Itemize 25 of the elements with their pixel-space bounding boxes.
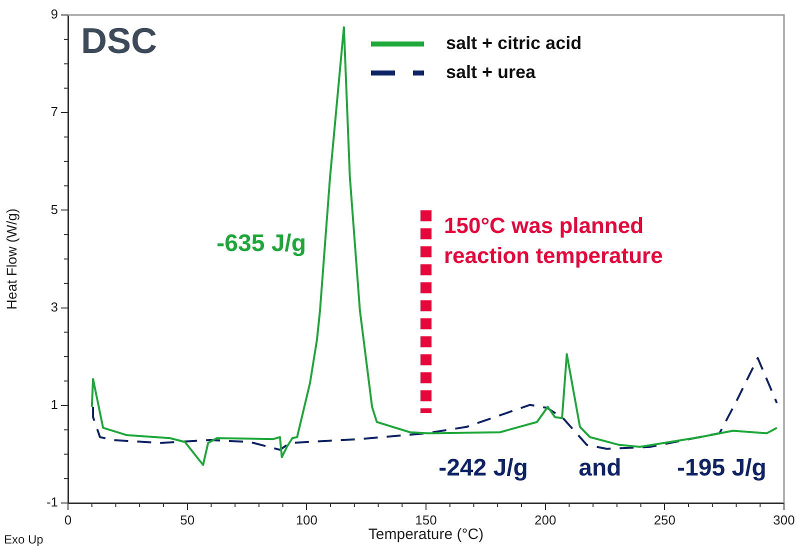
y-tick-label: 7 [50, 104, 58, 120]
ref-line-label: 150°C was planned reaction temperature [444, 213, 663, 268]
chart-title: DSC [81, 20, 158, 61]
x-tick-label: 0 [64, 512, 72, 528]
y-tick-label: 5 [50, 202, 58, 217]
legend-label: salt + citric acid [446, 32, 582, 53]
x-tick-label: 250 [654, 512, 676, 528]
y-tick-label: 9 [50, 6, 58, 22]
x-axis-title: Temperature (°C) [368, 526, 484, 544]
annotation: -195 J/g [677, 454, 766, 482]
x-tick-label: 300 [773, 512, 795, 528]
x-tick-label: 200 [534, 512, 556, 528]
x-tick-label: 100 [296, 512, 318, 528]
y-tick-label: 1 [50, 396, 58, 412]
y-axis-title: Heat Flow (W/g) [3, 208, 20, 310]
annotation: -242 J/g [438, 454, 528, 482]
text: Exo Up [4, 532, 44, 546]
line-series [92, 357, 778, 451]
legend-label: salt + urea [446, 62, 537, 82]
x-tick-label: 150 [415, 512, 437, 528]
annotation: -635 J/g [216, 230, 306, 257]
annotation: and [578, 454, 622, 482]
y-tick-label: -1 [46, 494, 58, 510]
x-tick-label: 50 [180, 512, 195, 528]
y-tick-label: 3 [50, 299, 58, 314]
